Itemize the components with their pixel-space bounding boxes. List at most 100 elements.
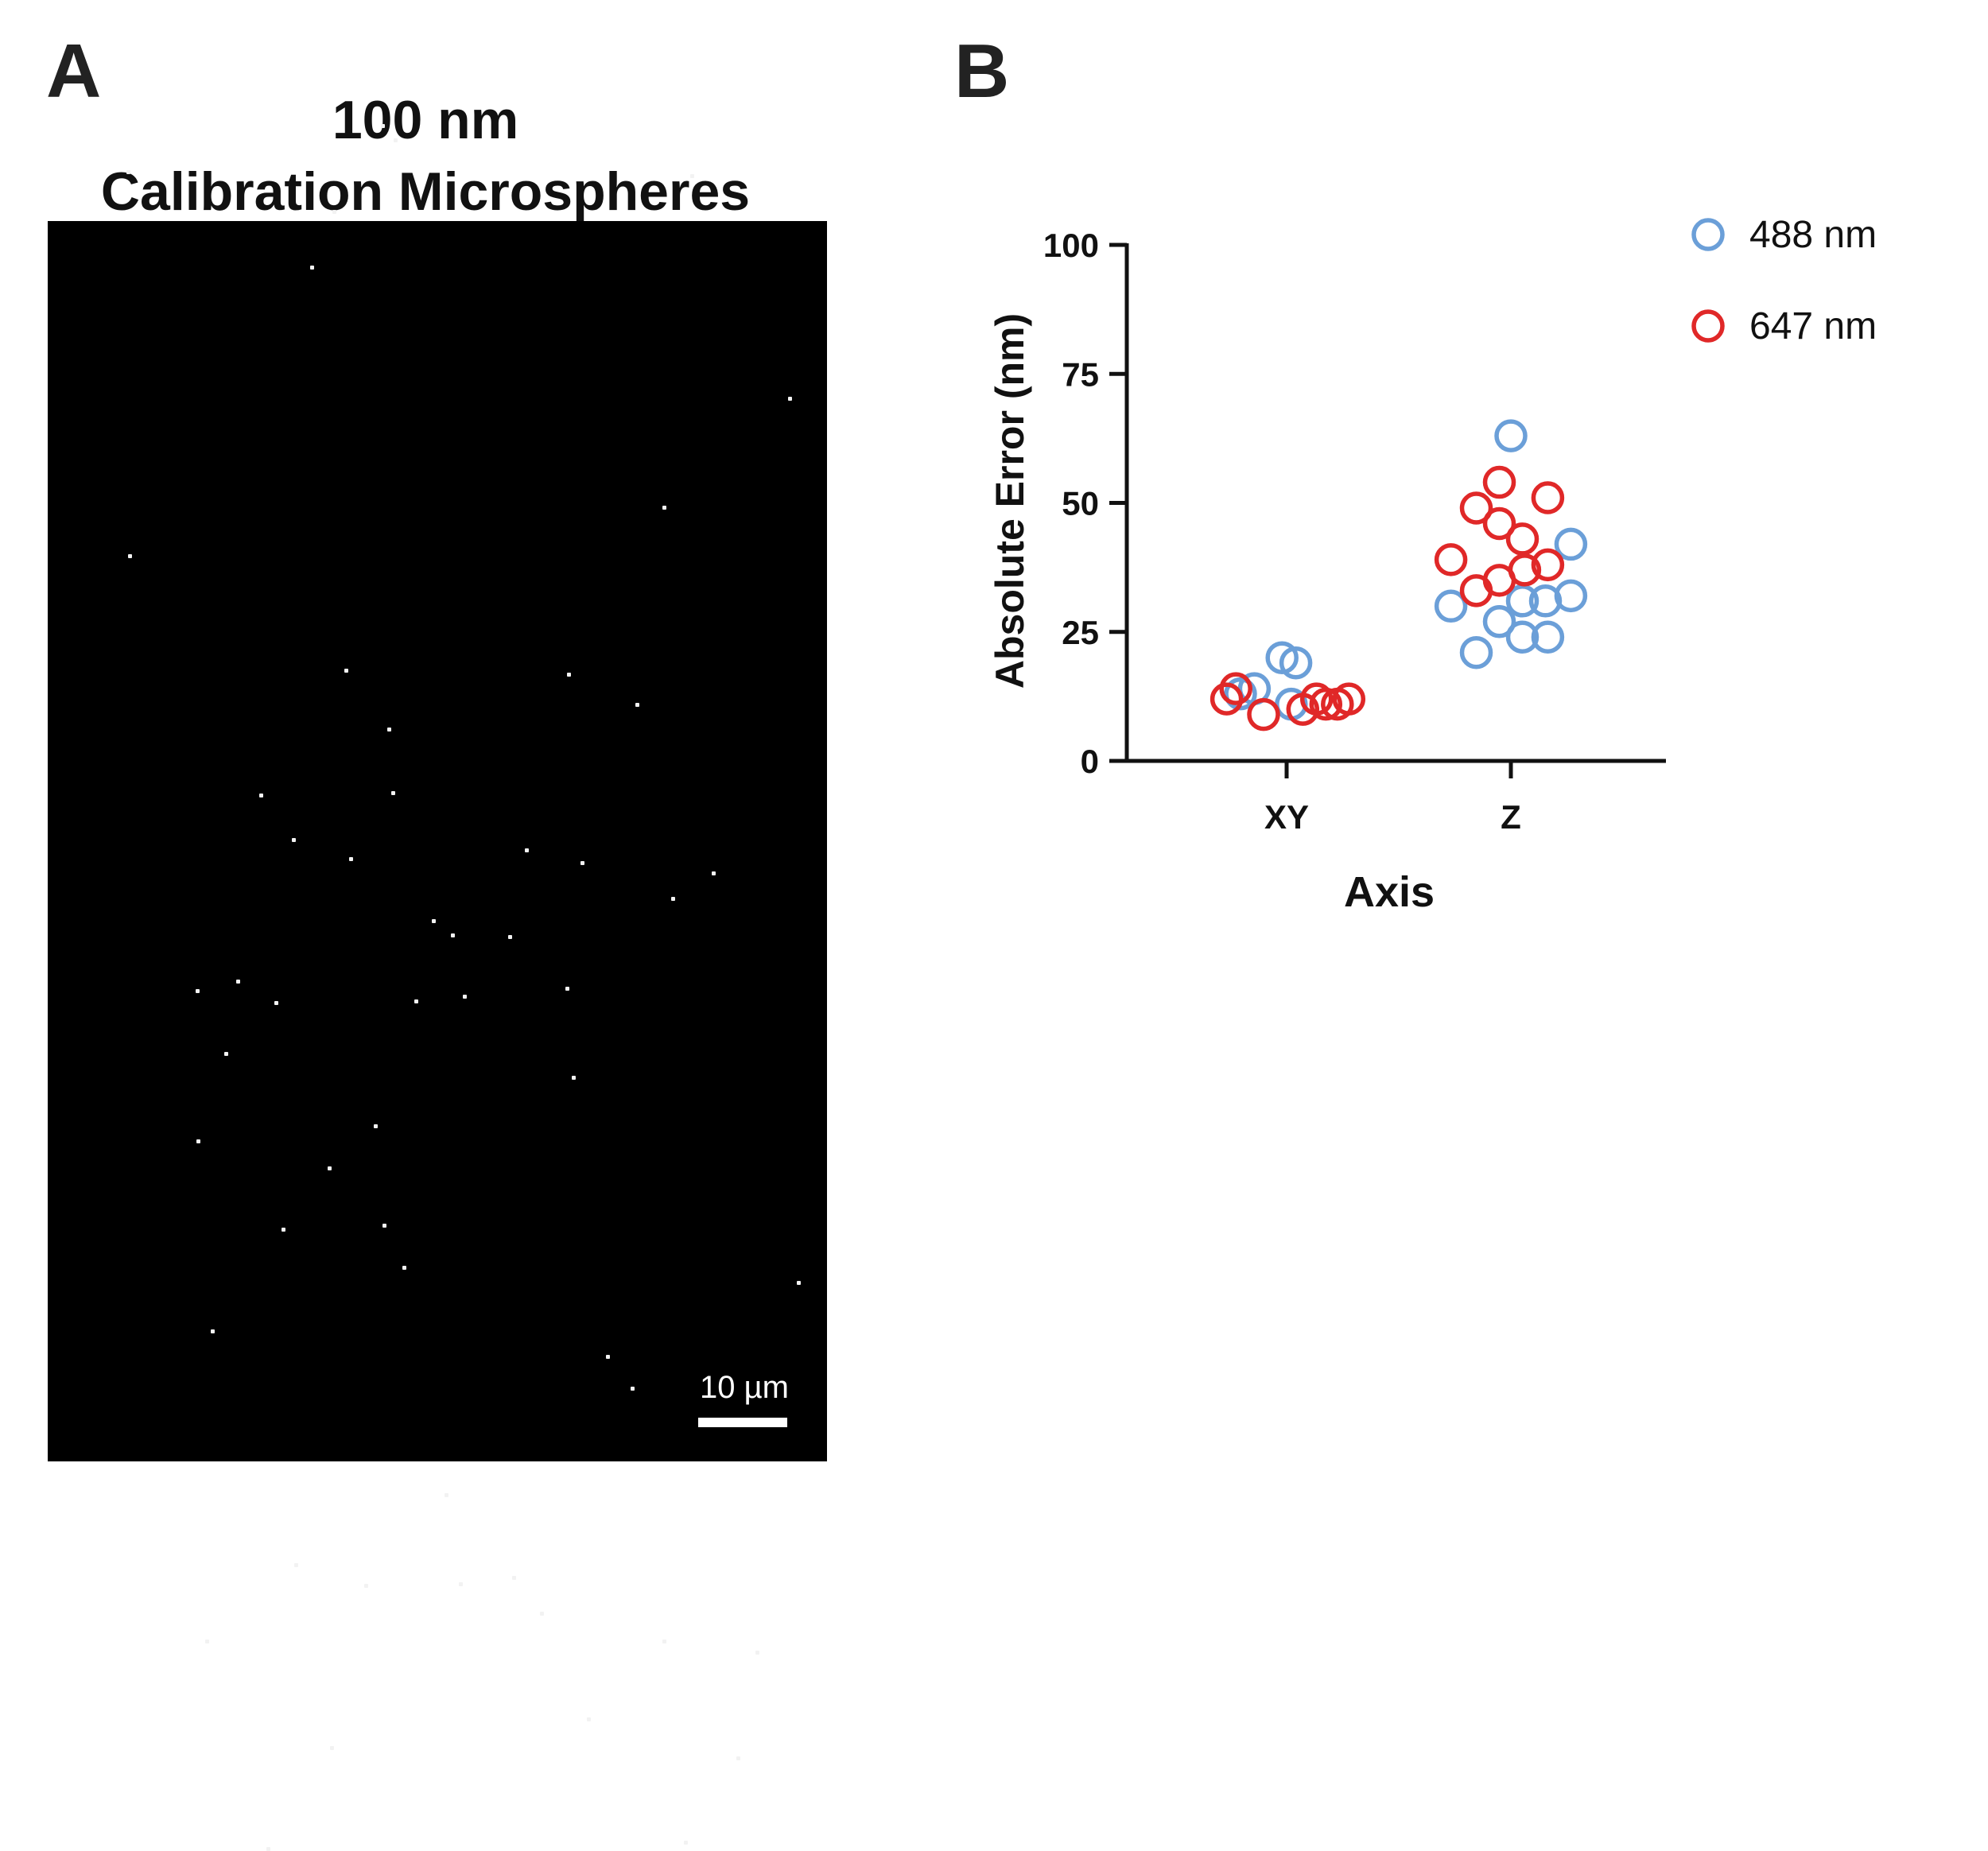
microsphere-dot <box>684 1840 688 1845</box>
point-647nm <box>1332 682 1366 716</box>
point-647nm <box>1247 697 1280 731</box>
y-axis: 0 25 50 75 100 <box>1043 227 1129 780</box>
microsphere-dot <box>671 896 675 901</box>
point-488nm <box>1482 605 1516 638</box>
microsphere-dot <box>394 138 398 142</box>
point-647nm <box>1482 465 1516 499</box>
panel-a-letter: A <box>46 29 102 114</box>
microsphere-dot <box>258 794 263 797</box>
point-488nm <box>1494 419 1528 452</box>
microsphere-dot <box>282 1227 286 1232</box>
microsphere-dot <box>391 790 395 795</box>
microsphere-dot <box>330 1746 335 1751</box>
y-tick-label: 50 <box>1062 485 1099 522</box>
point-647nm <box>1505 522 1540 556</box>
point-647nm <box>1531 481 1565 514</box>
point-647nm <box>1434 543 1468 576</box>
point-488nm <box>1224 677 1257 711</box>
microsphere-dot <box>414 999 418 1004</box>
x-tick-label: XY <box>1264 798 1309 836</box>
y-axis-label: Absolute Error (nm) <box>988 313 1032 689</box>
microsphere-dot <box>606 1354 611 1359</box>
microsphere-dot <box>635 703 640 708</box>
microsphere-dot <box>382 1223 386 1228</box>
scale-bar <box>698 1418 787 1427</box>
image-title-line-2: Calibration Microspheres <box>100 161 751 222</box>
legend-label: 488 nm <box>1749 214 1877 256</box>
microsphere-dot <box>458 1582 463 1586</box>
microsphere-dot <box>712 871 716 875</box>
point-488nm <box>1505 584 1540 618</box>
point-488nm <box>1279 646 1313 680</box>
scale-bar-label: 10 µm <box>700 1370 789 1405</box>
microsphere-dot <box>274 1000 278 1005</box>
point-647nm <box>1482 506 1516 541</box>
x-tick-label: Z <box>1501 798 1521 836</box>
microsphere-dot <box>566 673 571 677</box>
panel-b-letter: B <box>954 29 1010 114</box>
microsphere-dot <box>755 1651 759 1655</box>
microsphere-dot <box>580 860 585 865</box>
microsphere-dot <box>540 1611 545 1616</box>
microsphere-dot <box>432 919 437 924</box>
point-488nm <box>1265 641 1299 674</box>
point-647nm <box>1219 672 1252 705</box>
microsphere-dot <box>690 173 694 178</box>
microsphere-dot <box>402 1265 407 1270</box>
microsphere-dot <box>127 554 132 559</box>
legend-marker <box>1691 309 1725 343</box>
y-tick-label: 0 <box>1081 743 1099 780</box>
point-488nm <box>1434 589 1468 623</box>
point-488nm <box>1505 620 1540 654</box>
legend-label: 647 nm <box>1749 305 1877 347</box>
microsphere-dot <box>332 209 337 214</box>
microsphere-dot <box>797 1280 802 1285</box>
microsphere-dot <box>445 1493 449 1497</box>
microsphere-dot <box>565 987 570 991</box>
microsphere-dot <box>328 1166 332 1170</box>
y-tick-label: 75 <box>1062 355 1099 393</box>
microsphere-dot <box>572 1076 577 1081</box>
legend-marker <box>1691 218 1725 251</box>
microsphere-dot <box>294 1563 299 1567</box>
point-488nm <box>1459 635 1493 669</box>
microsphere-dot <box>662 1640 666 1643</box>
microsphere-dot <box>309 266 314 270</box>
point-647nm <box>1459 491 1493 525</box>
microsphere-dot <box>381 124 386 129</box>
microsphere-dot <box>224 1051 229 1056</box>
microsphere-dot <box>349 857 354 861</box>
microsphere-dot <box>364 1583 369 1588</box>
y-tick-label: 25 <box>1062 614 1099 651</box>
microsphere-dot <box>195 989 200 994</box>
point-488nm <box>1531 620 1565 654</box>
legend: 488 nm 647 nm <box>1691 214 1877 347</box>
microsphere-dot <box>736 1756 740 1761</box>
microsphere-dot <box>373 1124 378 1128</box>
point-647nm <box>1531 548 1565 582</box>
microsphere-dot <box>292 838 297 842</box>
microsphere-dot <box>630 1386 635 1391</box>
image-title-line-1: 100 nm <box>332 90 519 150</box>
point-647nm <box>1309 687 1343 721</box>
microsphere-dot <box>512 1576 516 1580</box>
microsphere-dot <box>205 1640 210 1643</box>
microsphere-image: 10 µm <box>48 124 827 1851</box>
point-488nm <box>1554 527 1588 561</box>
microsphere-dot <box>462 994 467 999</box>
microsphere-dot <box>126 170 131 174</box>
point-488nm <box>1528 584 1563 618</box>
microsphere-dot <box>662 506 666 510</box>
point-647nm <box>1209 682 1244 716</box>
microsphere-dot <box>451 933 456 937</box>
microsphere-dot <box>210 1329 215 1333</box>
microsphere-dot <box>387 727 392 731</box>
microsphere-dot <box>508 934 513 939</box>
microsphere-dot <box>587 1717 592 1721</box>
microsphere-dot <box>788 396 793 401</box>
microsphere-dot <box>525 848 529 852</box>
scatter-chart: 0 25 50 75 100 XY Z 488 nm 647 nm Absolute Err… <box>988 214 1877 916</box>
microsphere-dot <box>235 979 240 984</box>
microsphere-dot <box>344 669 348 673</box>
y-tick-label: 100 <box>1043 227 1099 264</box>
